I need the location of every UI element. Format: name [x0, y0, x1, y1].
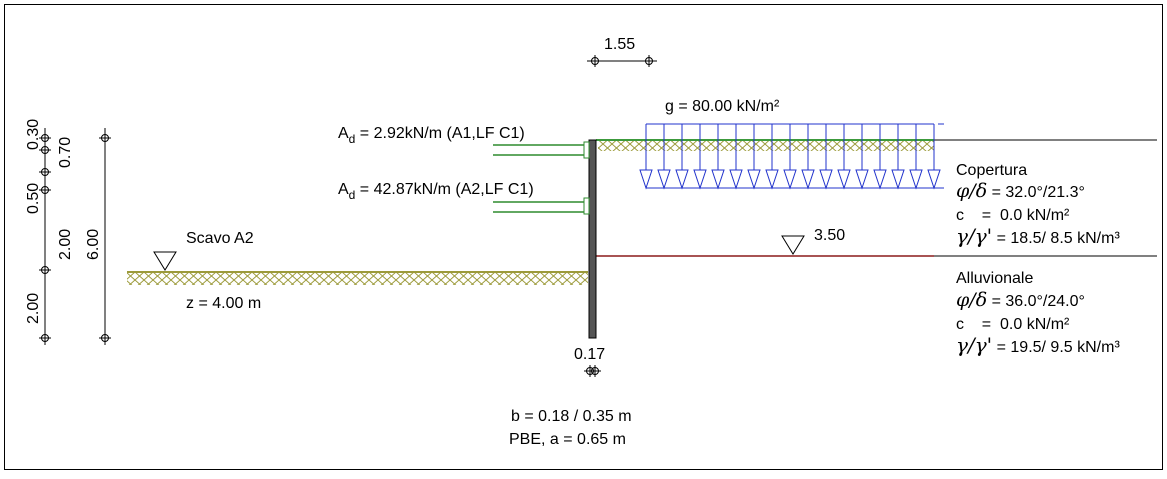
dim-label-5: 2.00	[25, 293, 42, 324]
excavation-depth: z = 4.00 m	[186, 295, 261, 312]
load-arrow-head	[693, 169, 707, 190]
load-arrow-head	[819, 169, 833, 190]
dim-label-1: 0.70	[57, 137, 74, 168]
load-arrow-head	[729, 169, 743, 190]
anchor-2-label: Ad = 42.87kN/m (A2,LF C1)	[338, 181, 534, 202]
anchor-1	[493, 141, 590, 159]
wall-thickness-label: 0.17	[574, 346, 605, 363]
load-arrow-head	[675, 169, 689, 190]
load-arrow-head	[927, 169, 941, 190]
dim-label-3: 2.00	[57, 229, 74, 260]
excavation-name: Scavo A2	[186, 230, 254, 247]
load-arrow-head	[711, 169, 725, 190]
svg-text:φ/δ = 36.0°/24.0°: φ/δ = 36.0°/24.0°	[956, 289, 1085, 311]
dim-label-2: 0.50	[25, 183, 42, 214]
wall-type-label: PBE, a = 0.65 m	[509, 431, 626, 448]
load-arrow-head	[639, 169, 653, 190]
svg-text:φ/δ = 32.0°/21.3°: φ/δ = 32.0°/21.3°	[956, 180, 1085, 202]
surcharge-load	[639, 123, 944, 190]
wall-thickness-dimension	[584, 365, 601, 377]
load-arrow-head	[657, 169, 671, 190]
load-arrow-head	[783, 169, 797, 190]
water-level-label: 3.50	[814, 227, 845, 244]
sheet-pile-wall	[588, 139, 597, 339]
excavation-marker	[153, 251, 177, 271]
top-dimension-label: 1.55	[604, 36, 635, 53]
svg-text:γ/γ' = 19.5/ 9.5 kN/m³: γ/γ' = 19.5/ 9.5 kN/m³	[956, 333, 1120, 357]
surcharge-label: g = 80.00 kN/m²	[665, 98, 780, 115]
load-arrow-head	[909, 169, 923, 190]
load-arrow-head	[765, 169, 779, 190]
load-arrow-head	[747, 169, 761, 190]
load-arrow-head	[837, 169, 851, 190]
load-arrow-head	[855, 169, 869, 190]
layer-alluvionale: Alluvionale φ/δ = 36.0°/24.0° c = 0.0 kN…	[956, 270, 1120, 357]
dim-label-0: 0.30	[25, 119, 42, 150]
anchor-2	[493, 197, 590, 215]
layer-name: Alluvionale	[956, 270, 1033, 287]
load-arrow-head	[873, 169, 887, 190]
left-dimension-chain	[39, 128, 111, 345]
anchor-1-label: Ad = 2.92kN/m (A1,LF C1)	[338, 125, 525, 146]
svg-text:c = 0.0 kN/m²: c = 0.0 kN/m²	[956, 316, 1070, 333]
excavation-hatch	[127, 273, 588, 285]
top-dimension: 1.55	[587, 36, 657, 67]
layer-copertura: Copertura φ/δ = 32.0°/21.3° c = 0.0 kN/m…	[956, 162, 1120, 248]
svg-text:c = 0.0 kN/m²: c = 0.0 kN/m²	[956, 207, 1070, 224]
diagram-frame	[4, 4, 1163, 470]
svg-text:γ/γ' = 18.5/ 8.5 kN/m³: γ/γ' = 18.5/ 8.5 kN/m³	[956, 224, 1120, 248]
water-marker	[781, 235, 805, 255]
load-arrow-head	[801, 169, 815, 190]
load-arrow-head	[891, 169, 905, 190]
layer-name: Copertura	[956, 162, 1027, 179]
dim-label-4: 6.00	[85, 229, 102, 260]
wall-section-label: b = 0.18 / 0.35 m	[511, 408, 632, 425]
ground-hatch	[598, 141, 934, 151]
